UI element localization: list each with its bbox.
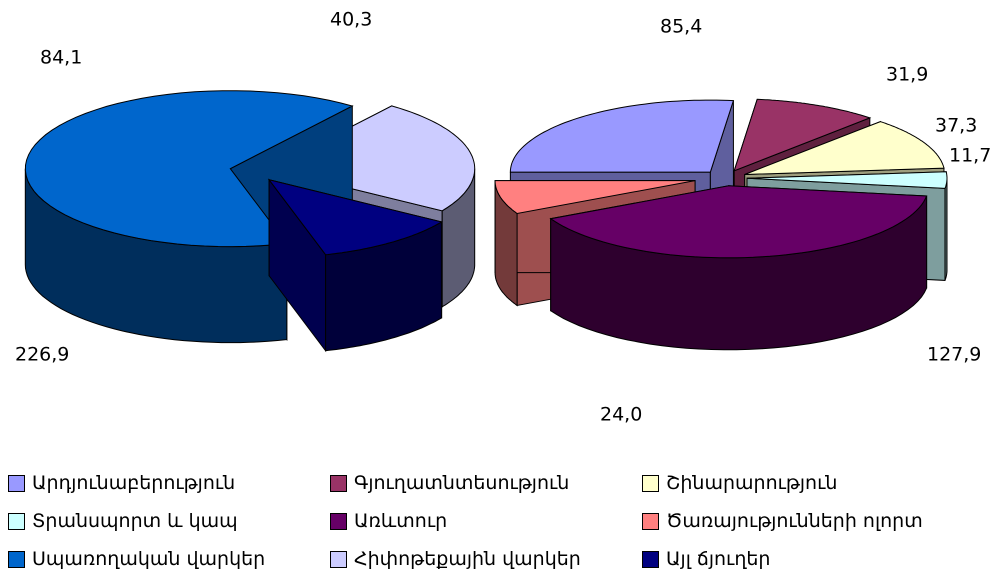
- legend-label-industry: Արդյունաբերություն: [32, 472, 236, 494]
- legend-label-services: Ծառայությունների ոլորտ: [666, 510, 923, 532]
- legend-label-transport: Տրանսպորտ և կապ: [32, 510, 238, 532]
- legend-label-mortgage-loans: Հիփոթեքային վարկեր: [354, 548, 581, 570]
- legend-swatch-construction: [642, 474, 659, 492]
- pie-2: 85,4 31,9 37,3 11,7 127,9 24,0: [494, 16, 991, 426]
- slice-top-tr: [549, 185, 928, 259]
- data-label-ind: 85,4: [660, 16, 702, 38]
- slice-side-tra-0: [944, 178, 948, 281]
- legend-item-construction: Շինարարություն: [642, 470, 837, 496]
- legend-swatch-services: [642, 512, 659, 530]
- legend-swatch-agriculture: [330, 474, 347, 492]
- data-label-tra: 11,7: [949, 145, 991, 167]
- slice-top-agr: [733, 98, 872, 172]
- legend-swatch-trade: [330, 512, 347, 530]
- data-label-cons: 226,9: [15, 344, 69, 366]
- slice-top-con: [744, 121, 945, 176]
- slice-other: [267, 178, 443, 353]
- pie-charts: 226,9 84,1 40,3 85,4 31,9 37,3 11,7 127,9 24,0: [15, 9, 991, 426]
- data-label-mort: 84,1: [40, 47, 82, 69]
- data-label-agr: 31,9: [886, 64, 928, 86]
- legend-item-other-branches: Այլ ճյուղեր: [642, 546, 770, 572]
- legend-swatch-consumer-loans: [8, 550, 25, 568]
- data-label-tr: 127,9: [927, 344, 981, 366]
- legend-swatch-mortgage-loans: [330, 550, 347, 568]
- legend-swatch-transport: [8, 512, 25, 530]
- slice-top-cons: [24, 90, 354, 248]
- legend-item-transport: Տրանսպորտ և կապ: [8, 508, 238, 534]
- data-label-con: 37,3: [935, 115, 977, 137]
- legend-item-services: Ծառայությունների ոլորտ: [642, 508, 923, 534]
- slice-top-mort: [268, 105, 476, 212]
- legend-swatch-industry: [8, 474, 25, 492]
- legend-item-mortgage-loans: Հիփոթեքային վարկեր: [330, 546, 581, 572]
- legend-item-trade: Առևտուր: [330, 508, 447, 534]
- legend-label-agriculture: Գյուղատնտեսություն: [354, 472, 570, 494]
- legend-label-trade: Առևտուր: [354, 510, 448, 532]
- legend-label-other-branches: Այլ ճյուղեր: [666, 548, 771, 570]
- legend-swatch-other-branches: [642, 550, 659, 568]
- slice-top-other: [267, 178, 443, 256]
- legend-label-consumer-loans: Սպառողական վարկեր: [32, 548, 266, 570]
- slice-top-ind: [509, 99, 735, 173]
- pie-1: 226,9 84,1 40,3: [15, 9, 476, 366]
- legend-label-construction: Շինարարություն: [666, 472, 838, 494]
- data-label-other: 40,3: [330, 9, 372, 31]
- slice-tr: [549, 185, 928, 351]
- data-label-ser: 24,0: [600, 404, 642, 426]
- legend-item-agriculture: Գյուղատնտեսություն: [330, 470, 569, 496]
- slice-top-tra: [746, 171, 948, 189]
- slice-top-ser: [494, 180, 696, 215]
- legend-item-industry: Արդյունաբերություն: [8, 470, 235, 496]
- legend-item-consumer-loans: Սպառողական վարկեր: [8, 546, 265, 572]
